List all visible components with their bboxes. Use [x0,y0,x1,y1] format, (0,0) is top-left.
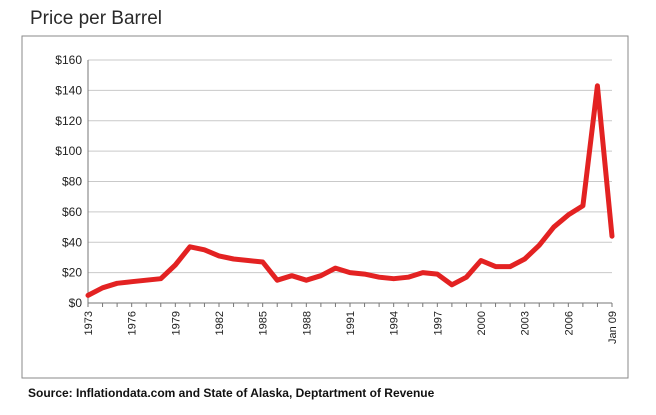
x-tick-label: 1979 [170,311,182,335]
x-tick-label: 2006 [563,311,575,335]
data-point [333,266,337,270]
data-point [304,278,308,282]
data-point [290,274,294,278]
data-point [377,275,381,279]
data-point [450,283,454,287]
data-point [202,248,206,252]
y-tick-label: $160 [55,53,82,67]
data-point [130,280,134,284]
x-tick-labels: 1973 1976 1979 1982 1985 1988 1991 1994 1997 2000… [83,311,619,344]
data-point [494,265,498,269]
x-tick-label: 1973 [83,311,95,335]
x-tick-label: 1985 [258,311,270,335]
y-tick-labels: $0 $20 $40 $60 $80 $100 $120 $140 $160 [55,53,82,310]
data-point [566,213,570,217]
data-point [392,277,396,281]
y-tick-label: $20 [62,266,82,280]
x-tick-label: 1988 [301,311,313,335]
data-point [421,271,425,275]
x-tick-label: 1976 [127,311,139,335]
data-point [348,271,352,275]
data-point [261,260,265,264]
data-point [246,258,250,262]
data-point [435,272,439,276]
x-tick-label: Jan 09 [607,311,619,344]
data-point [144,278,148,282]
chart-svg: $0$20$40$60$80$100$120$140$160 1973 1976 1… [21,35,629,379]
data-point [595,84,599,88]
y-tick-label: $140 [55,83,82,97]
y-tick-label: $0 [69,296,83,310]
data-point [610,234,614,238]
x-tick-label: 1994 [389,311,401,335]
y-tick-label: $80 [62,175,82,189]
data-point [188,245,192,249]
source-note: Source: Inflationdata.com and State of A… [28,386,435,400]
x-tick-label: 1991 [345,311,357,335]
data-point [86,293,90,297]
data-point [464,275,468,279]
data-point [363,272,367,276]
x-tick-label: 1982 [214,311,226,335]
data-point [479,258,483,262]
x-tick-label: 2000 [476,311,488,335]
data-point [275,278,279,282]
chart-frame [21,35,629,379]
data-point [159,277,163,281]
y-tick-label: $40 [62,235,82,249]
data-point [523,257,527,261]
y-tick-label: $60 [62,205,82,219]
y-tick-label: $120 [55,114,82,128]
x-tick-label: 1997 [432,311,444,335]
data-point [406,275,410,279]
y-tick-label: $100 [55,144,82,158]
data-point [217,254,221,258]
data-point [537,243,541,247]
data-point [101,286,105,290]
data-point [552,225,556,229]
data-point [173,263,177,267]
series-group [85,83,615,298]
data-point [115,281,119,285]
data-point [581,204,585,208]
data-point [232,257,236,261]
data-point [508,265,512,269]
axes [87,60,613,307]
x-tick-label: 2003 [520,311,532,335]
chart-title: Price per Barrel [30,8,162,29]
data-point [319,274,323,278]
